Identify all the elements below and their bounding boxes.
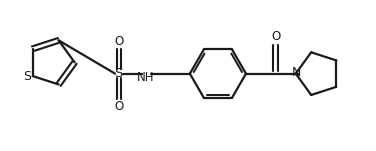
- Text: NH: NH: [137, 71, 155, 84]
- Text: O: O: [271, 31, 280, 43]
- Text: N: N: [292, 66, 301, 79]
- Text: S: S: [115, 67, 123, 80]
- Text: O: O: [114, 35, 123, 48]
- Text: O: O: [114, 100, 123, 113]
- Text: S: S: [23, 70, 32, 83]
